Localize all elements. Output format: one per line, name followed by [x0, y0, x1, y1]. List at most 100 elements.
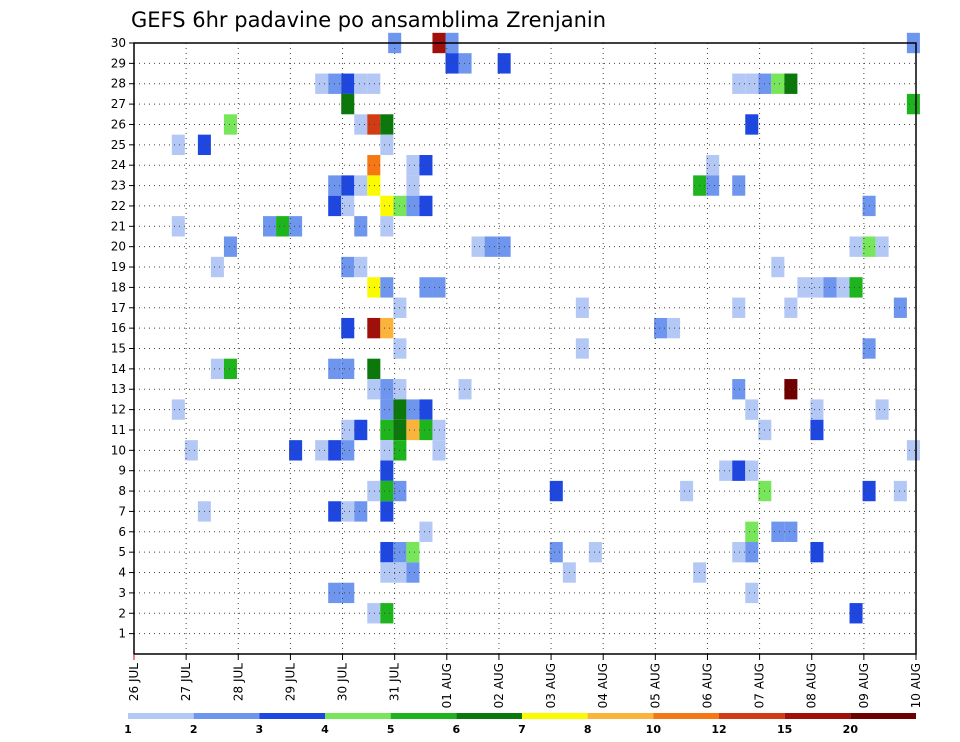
- heatmap-cell: [223, 358, 237, 380]
- x-tick-label: 08 AUG: [805, 663, 819, 708]
- heatmap-cell: [406, 419, 420, 441]
- chart-title: GEFS 6hr padavine po ansamblima Zrenjani…: [131, 8, 606, 32]
- heatmap-cell: [223, 236, 237, 257]
- x-tick-label: 03 AUG: [544, 663, 558, 708]
- heatmap-cell: [380, 317, 394, 339]
- heatmap-cell: [380, 419, 394, 441]
- colorbar-swatch: [719, 713, 785, 719]
- heatmap-cell: [419, 419, 433, 441]
- heatmap-cell: [354, 501, 368, 522]
- heatmap-cell: [367, 175, 381, 196]
- y-tick-label: 22: [111, 199, 126, 213]
- heatmap-cell: [667, 317, 681, 339]
- colorbar-swatch: [390, 713, 457, 719]
- heatmap-cell: [380, 134, 394, 156]
- heatmap-cell: [419, 195, 433, 217]
- heatmap-cell: [732, 379, 746, 400]
- x-tick-label: 05 AUG: [648, 663, 662, 708]
- x-tick-label: 07 AUG: [753, 663, 767, 708]
- y-axis: 1234567891011121314151617181920212223242…: [111, 36, 134, 641]
- colorbar-label: 12: [711, 723, 726, 736]
- heatmap-cell: [184, 440, 198, 461]
- x-tick-label: 31 JUL: [388, 663, 402, 701]
- heatmap-cell: [745, 114, 759, 135]
- heatmap-cell: [406, 195, 420, 217]
- colorbar-swatch: [456, 713, 522, 719]
- heatmap-cell: [406, 175, 420, 196]
- colorbar-label: 3: [256, 723, 264, 736]
- heatmap-cell: [367, 480, 381, 502]
- heatmap-cell: [341, 93, 355, 115]
- colorbar-swatch: [850, 713, 916, 719]
- x-tick-label: 30 JUL: [336, 663, 350, 701]
- heatmap-cell: [354, 256, 368, 278]
- x-tick-label: 26 JUL: [127, 663, 141, 701]
- heatmap-cell: [771, 256, 785, 278]
- heatmap-cell: [732, 73, 746, 94]
- y-tick-label: 1: [118, 627, 126, 641]
- heatmap-cell: [367, 73, 381, 94]
- heatmap-cell: [367, 379, 381, 400]
- heatmap-cell: [276, 216, 290, 237]
- heatmap-cell: [341, 358, 355, 380]
- y-tick-label: 18: [111, 280, 126, 294]
- y-tick-label: 5: [118, 545, 126, 559]
- heatmap-cell: [419, 277, 433, 298]
- heatmap-cell: [380, 399, 394, 420]
- heatmap-cell: [354, 175, 368, 196]
- heatmap-cell: [432, 277, 446, 298]
- heatmap-cell: [471, 236, 485, 257]
- y-tick-label: 20: [111, 240, 126, 254]
- heatmap-cell: [549, 480, 563, 502]
- x-tick-label: 27 JUL: [179, 663, 193, 701]
- colorbar-swatch: [587, 713, 654, 719]
- colorbar-label: 4: [321, 723, 329, 736]
- heatmap-cell: [906, 93, 920, 115]
- heatmap-cell: [367, 358, 381, 380]
- grid-lines: [134, 42, 916, 654]
- heatmap-cell: [315, 73, 329, 94]
- colorbar-swatch: [522, 713, 588, 719]
- heatmap-cell: [893, 297, 907, 318]
- heatmap-cell: [432, 440, 446, 461]
- y-tick-label: 3: [118, 586, 126, 600]
- heatmap-cell: [745, 460, 759, 481]
- heatmap-cell: [654, 317, 668, 339]
- heatmap-cell: [419, 155, 433, 176]
- heatmap-cell: [341, 582, 355, 604]
- heatmap-cell: [406, 399, 420, 420]
- heatmap-cell: [458, 379, 472, 400]
- y-tick-label: 8: [118, 484, 126, 498]
- heatmap-cell: [380, 277, 394, 298]
- heatmap-cell: [354, 419, 368, 441]
- heatmap-cell: [380, 440, 394, 461]
- heatmap-cell: [680, 480, 694, 502]
- heatmap-cell: [771, 521, 785, 542]
- heatmap-cell: [380, 195, 394, 217]
- heatmap-cell: [893, 480, 907, 502]
- heatmap-cell: [745, 73, 759, 94]
- y-tick-label: 24: [111, 158, 126, 172]
- heatmap-cell: [849, 236, 863, 257]
- y-tick-label: 16: [111, 321, 126, 335]
- heatmap-cell: [380, 216, 394, 237]
- heatmap-cell: [341, 440, 355, 461]
- colorbar-swatch: [653, 713, 719, 719]
- heatmap-cell: [354, 73, 368, 94]
- colorbar-swatch: [259, 713, 325, 719]
- heatmap-cell: [341, 175, 355, 196]
- heatmap-cell: [367, 155, 381, 176]
- colorbar-label: 5: [387, 723, 395, 736]
- heatmap-cell: [354, 114, 368, 135]
- colorbar-label: 10: [646, 723, 662, 736]
- heatmap-cell: [289, 440, 303, 461]
- heatmap-cell: [380, 501, 394, 522]
- heatmap-cell: [458, 53, 472, 74]
- heatmap-cell: [380, 562, 394, 583]
- heatmap-cell: [745, 399, 759, 420]
- heatmap-cell: [367, 603, 381, 624]
- y-tick-label: 28: [111, 77, 126, 91]
- heatmap-cell: [380, 603, 394, 624]
- y-tick-label: 12: [111, 403, 126, 417]
